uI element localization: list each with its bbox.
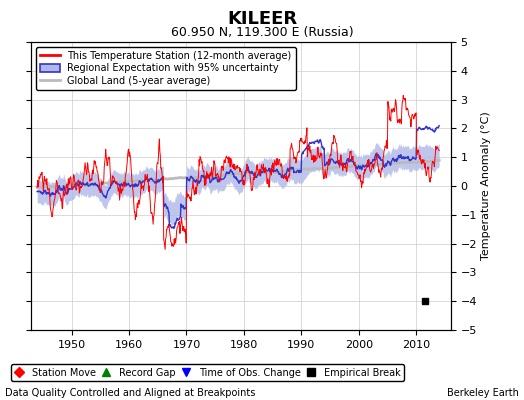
Text: Berkeley Earth: Berkeley Earth xyxy=(447,388,519,398)
Y-axis label: Temperature Anomaly (°C): Temperature Anomaly (°C) xyxy=(481,112,491,260)
Text: 60.950 N, 119.300 E (Russia): 60.950 N, 119.300 E (Russia) xyxy=(171,26,353,39)
Text: Data Quality Controlled and Aligned at Breakpoints: Data Quality Controlled and Aligned at B… xyxy=(5,388,256,398)
Legend: Station Move, Record Gap, Time of Obs. Change, Empirical Break: Station Move, Record Gap, Time of Obs. C… xyxy=(10,364,405,381)
Text: KILEER: KILEER xyxy=(227,10,297,28)
